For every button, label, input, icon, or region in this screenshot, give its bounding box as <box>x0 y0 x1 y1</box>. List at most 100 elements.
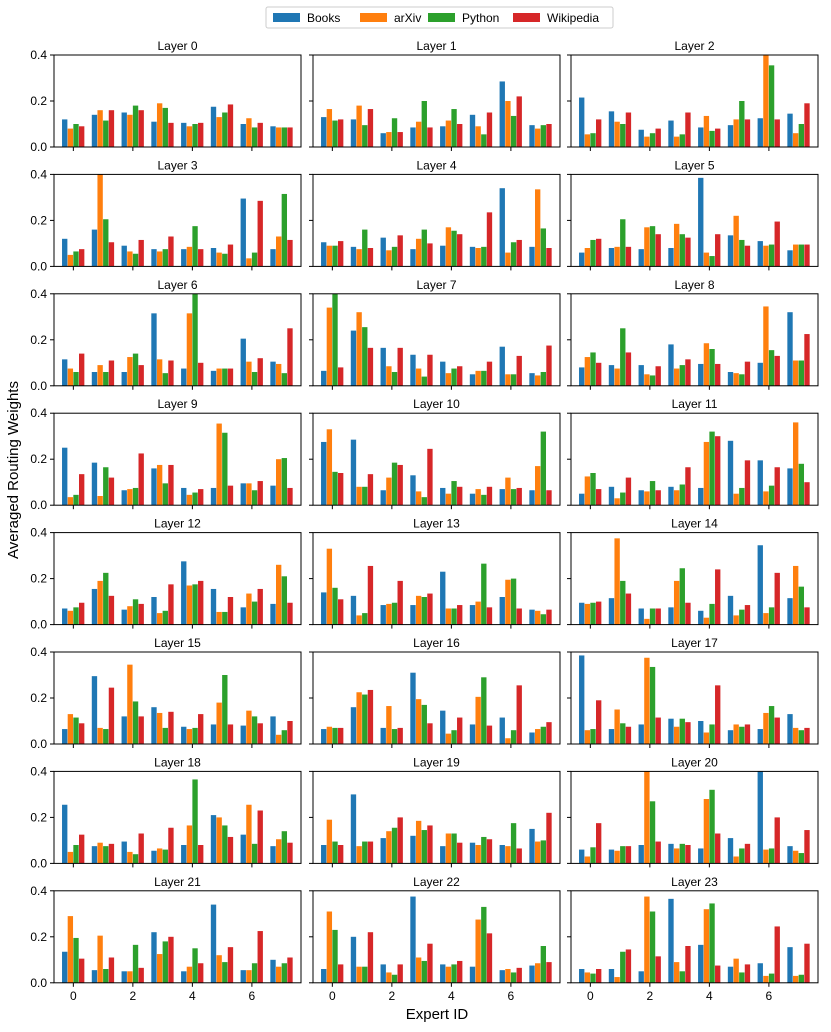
bar-books-expert-3 <box>668 843 674 864</box>
bar-wikipedia-expert-5 <box>486 212 493 267</box>
x-tick-label: 0 <box>329 989 336 1003</box>
bar-arxiv-expert-7 <box>793 244 799 267</box>
bar-python-expert-3 <box>421 830 427 864</box>
bar-python-expert-1 <box>103 846 109 864</box>
bar-books-expert-3 <box>151 850 157 864</box>
y-tick-label: 0.4 <box>30 167 47 181</box>
bar-python-expert-4 <box>709 603 715 625</box>
legend-label: Books <box>307 11 340 25</box>
bar-books-expert-4 <box>440 126 446 147</box>
bar-python-expert-5 <box>481 134 487 147</box>
bar-books-expert-0 <box>321 242 327 267</box>
bar-arxiv-expert-0 <box>326 109 333 147</box>
bar-books-expert-5 <box>727 730 734 744</box>
bar-wikipedia-expert-1 <box>367 474 374 506</box>
panel-layer-8: Layer 8 <box>567 278 819 390</box>
bar-wikipedia-expert-4 <box>198 122 204 147</box>
bar-wikipedia-expert-5 <box>486 486 493 506</box>
bar-arxiv-expert-1 <box>97 935 103 983</box>
bar-books-expert-7 <box>270 959 276 983</box>
bar-books-expert-5 <box>469 374 476 386</box>
y-tick-label: 0.2 <box>30 452 47 466</box>
bar-python-expert-6 <box>510 730 517 744</box>
bar-books-expert-0 <box>62 608 68 625</box>
bar-wikipedia-expert-5 <box>227 947 234 983</box>
bar-books-expert-2 <box>638 971 644 983</box>
bar-python-expert-5 <box>739 609 745 625</box>
bar-books-expert-3 <box>410 354 416 386</box>
bar-python-expert-3 <box>421 597 427 625</box>
bar-books-expert-4 <box>698 610 704 625</box>
bar-python-expert-4 <box>709 724 715 744</box>
bar-arxiv-expert-5 <box>733 856 739 864</box>
bar-wikipedia-expert-1 <box>367 565 374 625</box>
legend: Books arXiv Python Wikipedia <box>265 6 614 29</box>
bar-books-expert-6 <box>499 81 505 147</box>
bar-arxiv-expert-7 <box>276 966 282 983</box>
bar-arxiv-expert-5 <box>216 252 222 267</box>
bar-wikipedia-expert-3 <box>685 722 691 744</box>
panel-title: Layer 18 <box>154 755 201 769</box>
panel-frame <box>570 890 819 984</box>
bar-books-expert-0 <box>321 370 327 386</box>
bar-python-expert-6 <box>510 242 517 267</box>
bar-arxiv-expert-3 <box>415 491 422 506</box>
bar-books-expert-4 <box>440 245 446 267</box>
bar-wikipedia-expert-2 <box>655 956 661 983</box>
bar-wikipedia-expert-2 <box>655 608 661 625</box>
bar-python-expert-7 <box>540 431 547 506</box>
bar-arxiv-expert-7 <box>535 189 541 267</box>
bar-python-expert-5 <box>481 906 487 983</box>
bar-python-expert-5 <box>222 432 228 506</box>
bar-python-expert-6 <box>768 350 775 386</box>
bar-python-expert-1 <box>620 846 626 864</box>
bar-python-expert-7 <box>540 946 547 983</box>
bar-arxiv-expert-6 <box>763 306 769 386</box>
y-tick-label: 0.4 <box>30 406 47 420</box>
bar-wikipedia-expert-4 <box>457 605 463 625</box>
bar-wikipedia-expert-0 <box>79 353 85 386</box>
panel-frame <box>312 770 561 864</box>
bar-python-expert-2 <box>391 602 398 625</box>
y-tick-label: 0.0 <box>30 140 47 154</box>
bar-python-expert-3 <box>421 101 427 147</box>
bar-books-expert-2 <box>638 608 644 625</box>
bar-arxiv-expert-3 <box>673 490 680 506</box>
bar-python-expert-6 <box>768 65 775 147</box>
bar-wikipedia-expert-2 <box>138 453 144 506</box>
bar-python-expert-0 <box>590 729 596 744</box>
bar-books-expert-4 <box>698 177 704 267</box>
bar-python-expert-1 <box>103 120 109 147</box>
bar-python-expert-7 <box>281 576 288 625</box>
bar-python-expert-4 <box>451 481 457 506</box>
bar-python-expert-2 <box>132 854 139 864</box>
y-axis-label: Averaged Routing Weights <box>5 381 22 559</box>
bar-python-expert-7 <box>540 228 547 267</box>
bar-books-expert-6 <box>499 489 505 506</box>
panel-layer-11: Layer 11 <box>567 397 819 510</box>
bar-books-expert-5 <box>727 966 734 983</box>
bar-wikipedia-expert-4 <box>715 833 721 864</box>
panel-frame <box>570 54 819 148</box>
bar-wikipedia-expert-7 <box>287 602 293 625</box>
bar-wikipedia-expert-5 <box>486 839 493 864</box>
bar-arxiv-expert-3 <box>415 595 422 625</box>
bar-books-expert-5 <box>727 440 734 506</box>
bar-books-expert-1 <box>91 676 98 744</box>
panel-title: Layer 15 <box>154 636 201 650</box>
bar-python-expert-4 <box>709 349 715 386</box>
bar-arxiv-expert-3 <box>415 368 422 386</box>
bar-python-expert-2 <box>132 253 139 267</box>
bar-python-expert-4 <box>192 727 198 744</box>
panel-title: Layer 8 <box>674 278 714 292</box>
bar-python-expert-0 <box>332 587 338 625</box>
bar-wikipedia-expert-6 <box>774 221 780 267</box>
bar-arxiv-expert-3 <box>415 820 422 864</box>
panel-frame <box>53 890 302 984</box>
bar-arxiv-expert-6 <box>505 477 511 506</box>
bar-wikipedia-expert-6 <box>774 355 780 386</box>
bar-python-expert-3 <box>162 610 168 625</box>
y-tick-label: 0.0 <box>30 618 47 632</box>
bar-python-expert-4 <box>192 948 198 983</box>
